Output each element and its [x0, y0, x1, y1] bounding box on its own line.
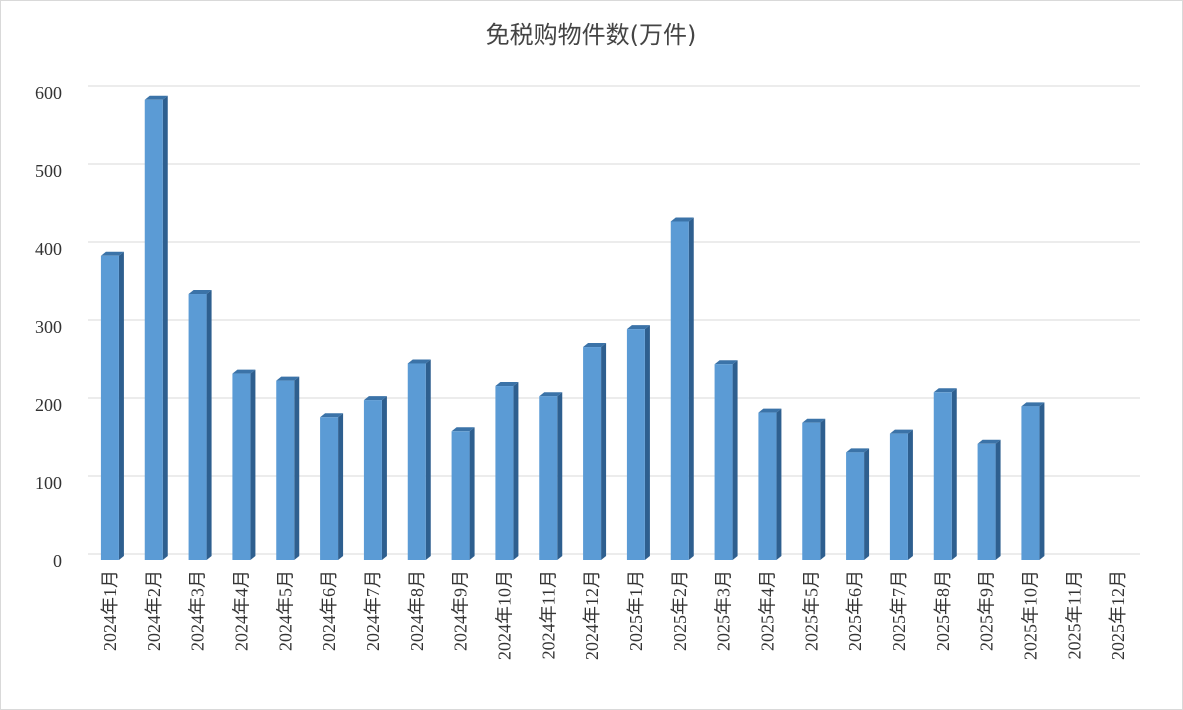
y-tick-label: 300 [35, 317, 62, 337]
x-tick-label: 2024年3月 [188, 570, 208, 651]
x-tick-label: 2024年6月 [319, 570, 339, 651]
bar [846, 452, 865, 560]
x-tick-label: 2024年9月 [451, 570, 471, 651]
bar-side [381, 396, 387, 560]
bar [232, 373, 251, 560]
bar [933, 392, 952, 560]
bar-side [557, 392, 563, 560]
bar [495, 386, 514, 560]
bar-top [232, 369, 256, 374]
bar-side [820, 418, 826, 560]
bar-top [933, 388, 957, 393]
bar-top [1021, 402, 1045, 407]
bar [583, 347, 602, 560]
x-tick-label: 2024年10月 [494, 570, 514, 660]
bar-top [495, 382, 519, 387]
bar [802, 422, 821, 560]
x-tick-label: 2025年6月 [845, 570, 865, 651]
bar [320, 417, 339, 560]
bar [100, 255, 119, 561]
x-tick-label: 2025年12月 [1108, 570, 1128, 660]
x-tick-label: 2024年11月 [538, 570, 558, 659]
bar-top [188, 290, 212, 295]
bar [539, 396, 558, 560]
bar-side [162, 95, 168, 561]
bar-top [363, 396, 387, 401]
x-tick-label: 2025年11月 [1064, 570, 1084, 659]
x-tick-label: 2025年10月 [1020, 570, 1040, 660]
bar [758, 412, 777, 560]
y-tick-label: 600 [35, 83, 62, 103]
bar-side [425, 359, 431, 560]
bar-top [100, 251, 124, 256]
y-tick-label: 500 [35, 161, 62, 181]
y-tick-label: 200 [35, 395, 62, 415]
bar [363, 400, 382, 560]
bar-top [670, 217, 694, 222]
bar [188, 294, 207, 560]
chart-title: 免税购物件数(万件) [486, 21, 697, 49]
bar-side [294, 376, 300, 560]
bar-side [118, 251, 124, 561]
y-tick-label: 100 [35, 473, 62, 493]
bar-top [889, 429, 913, 434]
bar-side [732, 360, 738, 560]
bar-top [758, 408, 782, 413]
bar [670, 221, 689, 561]
y-tick-label: 0 [53, 551, 62, 571]
bar-top [144, 95, 168, 100]
bar-side [1039, 402, 1045, 560]
bar-top [714, 360, 738, 365]
bar-side [469, 427, 475, 560]
bar-top [407, 359, 431, 364]
bar [451, 431, 470, 560]
x-tick-label: 2024年2月 [144, 570, 164, 651]
bar-side [688, 217, 694, 561]
bar [1021, 406, 1040, 560]
bar-side [864, 448, 870, 560]
y-tick-label: 400 [35, 239, 62, 259]
bar-top [977, 439, 1001, 444]
bar [144, 99, 163, 561]
bar [407, 363, 426, 560]
x-tick-label: 2025年9月 [977, 570, 997, 651]
bar [977, 443, 996, 560]
x-tick-label: 2024年5月 [275, 570, 295, 651]
bar-side [338, 413, 344, 560]
bar-top [802, 418, 826, 423]
bar-side [250, 369, 256, 560]
x-tick-label: 2025年4月 [757, 570, 777, 651]
bar [626, 329, 645, 560]
x-tick-label: 2024年8月 [407, 570, 427, 651]
x-tick-label: 2024年4月 [231, 570, 251, 651]
x-tick-label: 2025年3月 [714, 570, 734, 651]
bar [714, 364, 733, 560]
x-tick-label: 2025年1月 [626, 570, 646, 651]
bar-side [907, 429, 913, 560]
bar [276, 380, 295, 560]
bar-side [513, 382, 519, 560]
x-tick-label: 2024年12月 [582, 570, 602, 660]
x-tick-label: 2024年7月 [363, 570, 383, 651]
bar [889, 433, 908, 560]
bar-side [644, 325, 650, 560]
bar-top [320, 413, 344, 418]
x-tick-label: 2024年1月 [100, 570, 120, 651]
bar-top [276, 376, 300, 381]
bar-side [206, 290, 212, 560]
x-tick-label: 2025年7月 [889, 570, 909, 651]
x-tick-label: 2025年8月 [933, 570, 953, 651]
bar-top [539, 392, 563, 397]
bar-side [995, 439, 1001, 560]
bar-side [601, 343, 607, 560]
bar-top [583, 343, 607, 348]
bar-top [451, 427, 475, 432]
bar-side [951, 388, 957, 560]
x-tick-label: 2025年5月 [801, 570, 821, 651]
bar-top [626, 325, 650, 330]
bar-side [776, 408, 782, 560]
x-tick-label: 2025年2月 [670, 570, 690, 651]
bar-top [846, 448, 870, 453]
